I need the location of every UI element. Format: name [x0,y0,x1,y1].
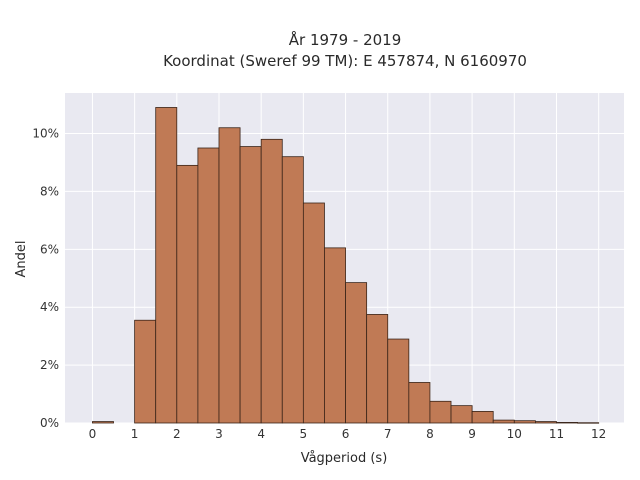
histogram-bar [281,156,304,424]
x-tick-labels: 0 1 2 3 4 5 6 7 8 9 10 11 12 [89,427,607,441]
histogram-bar [577,422,600,424]
histogram-bar [429,400,452,424]
histogram-bar [492,419,515,424]
histogram-bar [197,147,220,424]
histogram-bar [302,202,325,424]
x-tick-label: 12 [591,427,606,441]
x-tick-label: 1 [131,427,139,441]
histogram-bar [239,146,262,424]
histogram-bar [155,107,178,424]
histogram-bar [556,422,578,424]
x-tick-label: 4 [257,427,265,441]
histogram-bar [387,338,410,424]
y-tick-label: 8% [40,184,59,198]
x-tick-label: 2 [173,427,181,441]
x-tick-label: 8 [426,427,434,441]
histogram-bar [408,382,431,424]
histogram-bar [92,421,114,424]
x-tick-label: 10 [507,427,522,441]
x-tick-label: 6 [342,427,350,441]
bars [92,107,600,424]
x-axis-label: Vågperiod (s) [301,451,388,466]
x-tick-label: 11 [549,427,564,441]
histogram-bar [450,405,473,424]
y-axis-label: Andel [14,241,29,278]
y-tick-label: 4% [40,300,59,314]
histogram-bar [260,138,283,424]
histogram-bar [176,164,199,424]
y-tick-labels: 0% 2% 4% 6% 8% 10% [32,127,59,430]
histogram-bar [366,314,389,424]
y-tick-label: 6% [40,242,59,256]
y-tick-label: 10% [32,127,59,141]
x-tick-label: 0 [89,427,97,441]
histogram-bar [345,282,368,424]
chart-title-line2: Koordinat (Sweref 99 TM): E 457874, N 61… [163,52,527,70]
x-tick-label: 3 [215,427,223,441]
histogram-bar [513,420,536,424]
x-tick-label: 9 [468,427,476,441]
chart-title-line1: År 1979 - 2019 [289,30,402,49]
histogram-bar [134,319,157,424]
histogram-bar [218,127,241,424]
y-tick-label: 2% [40,358,59,372]
histogram-bar [535,421,557,424]
histogram-bar [324,247,346,424]
x-tick-label: 7 [384,427,392,441]
y-tick-label: 0% [40,416,59,430]
histogram-bar [471,411,494,424]
x-tick-label: 5 [300,427,308,441]
